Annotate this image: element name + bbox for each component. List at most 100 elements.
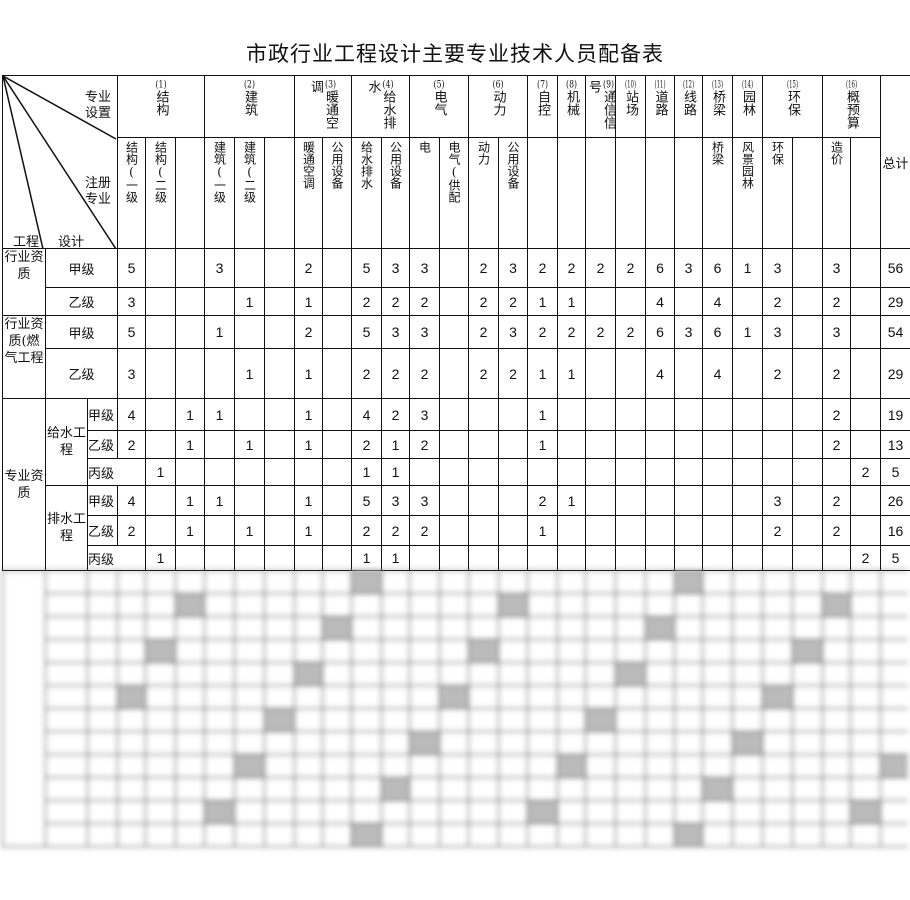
subheader-label: 暖通空调 [301, 141, 316, 189]
blurred-cell [117, 570, 146, 594]
subheader-label: 建筑(一级 [212, 141, 227, 203]
blurred-cell [645, 616, 675, 640]
blurred-cell [822, 731, 851, 755]
value-cell: 2 [615, 248, 647, 288]
blurred-cell [732, 662, 763, 686]
blurred-cell [880, 616, 908, 640]
group-header: (11)道路 [645, 75, 676, 138]
value-cell: 2 [409, 348, 441, 399]
blurred-cell [351, 708, 382, 732]
value-cell: 3 [674, 248, 704, 288]
group-number: (2) [244, 80, 256, 90]
blurred-cell [557, 708, 586, 732]
blurred-cell [87, 662, 118, 686]
blurred-cell [557, 823, 586, 847]
blurred-cell [850, 708, 881, 732]
group-number: (12) [683, 80, 695, 90]
blurred-cell [732, 616, 763, 640]
value-cell: 2 [117, 430, 147, 459]
value-cell [439, 287, 470, 316]
value-cell [468, 545, 500, 571]
blurred-cell [702, 754, 733, 778]
blurred-cell [527, 823, 558, 847]
group-name: 线路 [681, 90, 697, 116]
group-number: (14) [742, 80, 754, 90]
blurred-cell [439, 823, 469, 847]
subheader [615, 137, 647, 249]
blurred-cell [732, 639, 763, 663]
blurred-cell [322, 777, 352, 801]
blurred-cell [439, 754, 469, 778]
blurred-cell [527, 570, 558, 594]
value-cell [615, 287, 647, 316]
value-cell [264, 545, 296, 571]
blurred-cell [527, 777, 558, 801]
blurred-cell [585, 616, 616, 640]
row-total: 13 [880, 430, 910, 459]
blurred-cell [615, 731, 646, 755]
blurred-cell [175, 685, 205, 709]
blurred-cell [702, 731, 733, 755]
subheader: 桥梁 [702, 137, 734, 249]
blurred-cell [264, 685, 295, 709]
value-cell [674, 398, 704, 431]
table-row: 排水工程 甲级 4 1 1 1 5 3 3 2 1 3 2 26 [3, 485, 910, 571]
blurred-cell [234, 731, 265, 755]
value-cell: 3 [409, 398, 441, 431]
blurred-cell [264, 777, 295, 801]
value-cell: 2 [762, 287, 794, 316]
value-cell [204, 287, 236, 316]
blurred-cell [585, 754, 616, 778]
blurred-cell [117, 616, 146, 640]
value-cell [850, 398, 882, 431]
value-cell [585, 430, 617, 459]
group-header: (8)机械 [557, 75, 587, 138]
value-cell [674, 430, 704, 459]
blurred-cell [822, 639, 851, 663]
subheader [264, 137, 296, 249]
group-number: (13) [712, 80, 724, 90]
value-cell: 2 [822, 515, 852, 546]
blurred-cell [439, 708, 469, 732]
blurred-cell [145, 616, 176, 640]
blurred-cell [850, 593, 881, 617]
blurred-cell [322, 662, 352, 686]
value-cell: 1 [381, 545, 411, 571]
blurred-cell [294, 570, 323, 594]
blurred-cell [850, 823, 881, 847]
value-cell [762, 545, 794, 571]
value-cell: 2 [822, 430, 852, 459]
blurred-cell [204, 570, 235, 594]
blurred-cell [117, 662, 146, 686]
group-name: 机械 [564, 90, 580, 116]
value-cell [792, 485, 824, 516]
value-cell [732, 485, 764, 516]
blurred-cell [294, 777, 323, 801]
value-cell: 2 [498, 287, 529, 316]
value-cell [204, 515, 236, 546]
blurred-cell [498, 685, 528, 709]
blurred-cell [234, 570, 265, 594]
value-cell [702, 485, 734, 516]
value-cell: 3 [117, 348, 147, 399]
blurred-cell [409, 639, 440, 663]
row-grade-label: 甲级 [44, 315, 119, 349]
blurred-cell [294, 616, 323, 640]
blurred-cell [498, 823, 528, 847]
value-cell: 2 [409, 287, 441, 316]
value-cell: 2 [468, 248, 500, 288]
group-header: (10)站场 [615, 75, 647, 138]
subheader [557, 137, 587, 249]
blurred-cell [145, 639, 176, 663]
value-cell: 3 [381, 248, 411, 288]
value-cell [204, 545, 236, 571]
value-cell [557, 458, 587, 486]
row-total: 5 [880, 545, 910, 571]
blurred-cell [409, 685, 440, 709]
blurred-cell [674, 685, 703, 709]
value-cell: 2 [557, 248, 587, 288]
subheader: 公用设备 [498, 137, 529, 249]
value-cell [264, 485, 296, 516]
subheader: 暖通空调 [294, 137, 324, 249]
value-cell [264, 348, 296, 399]
